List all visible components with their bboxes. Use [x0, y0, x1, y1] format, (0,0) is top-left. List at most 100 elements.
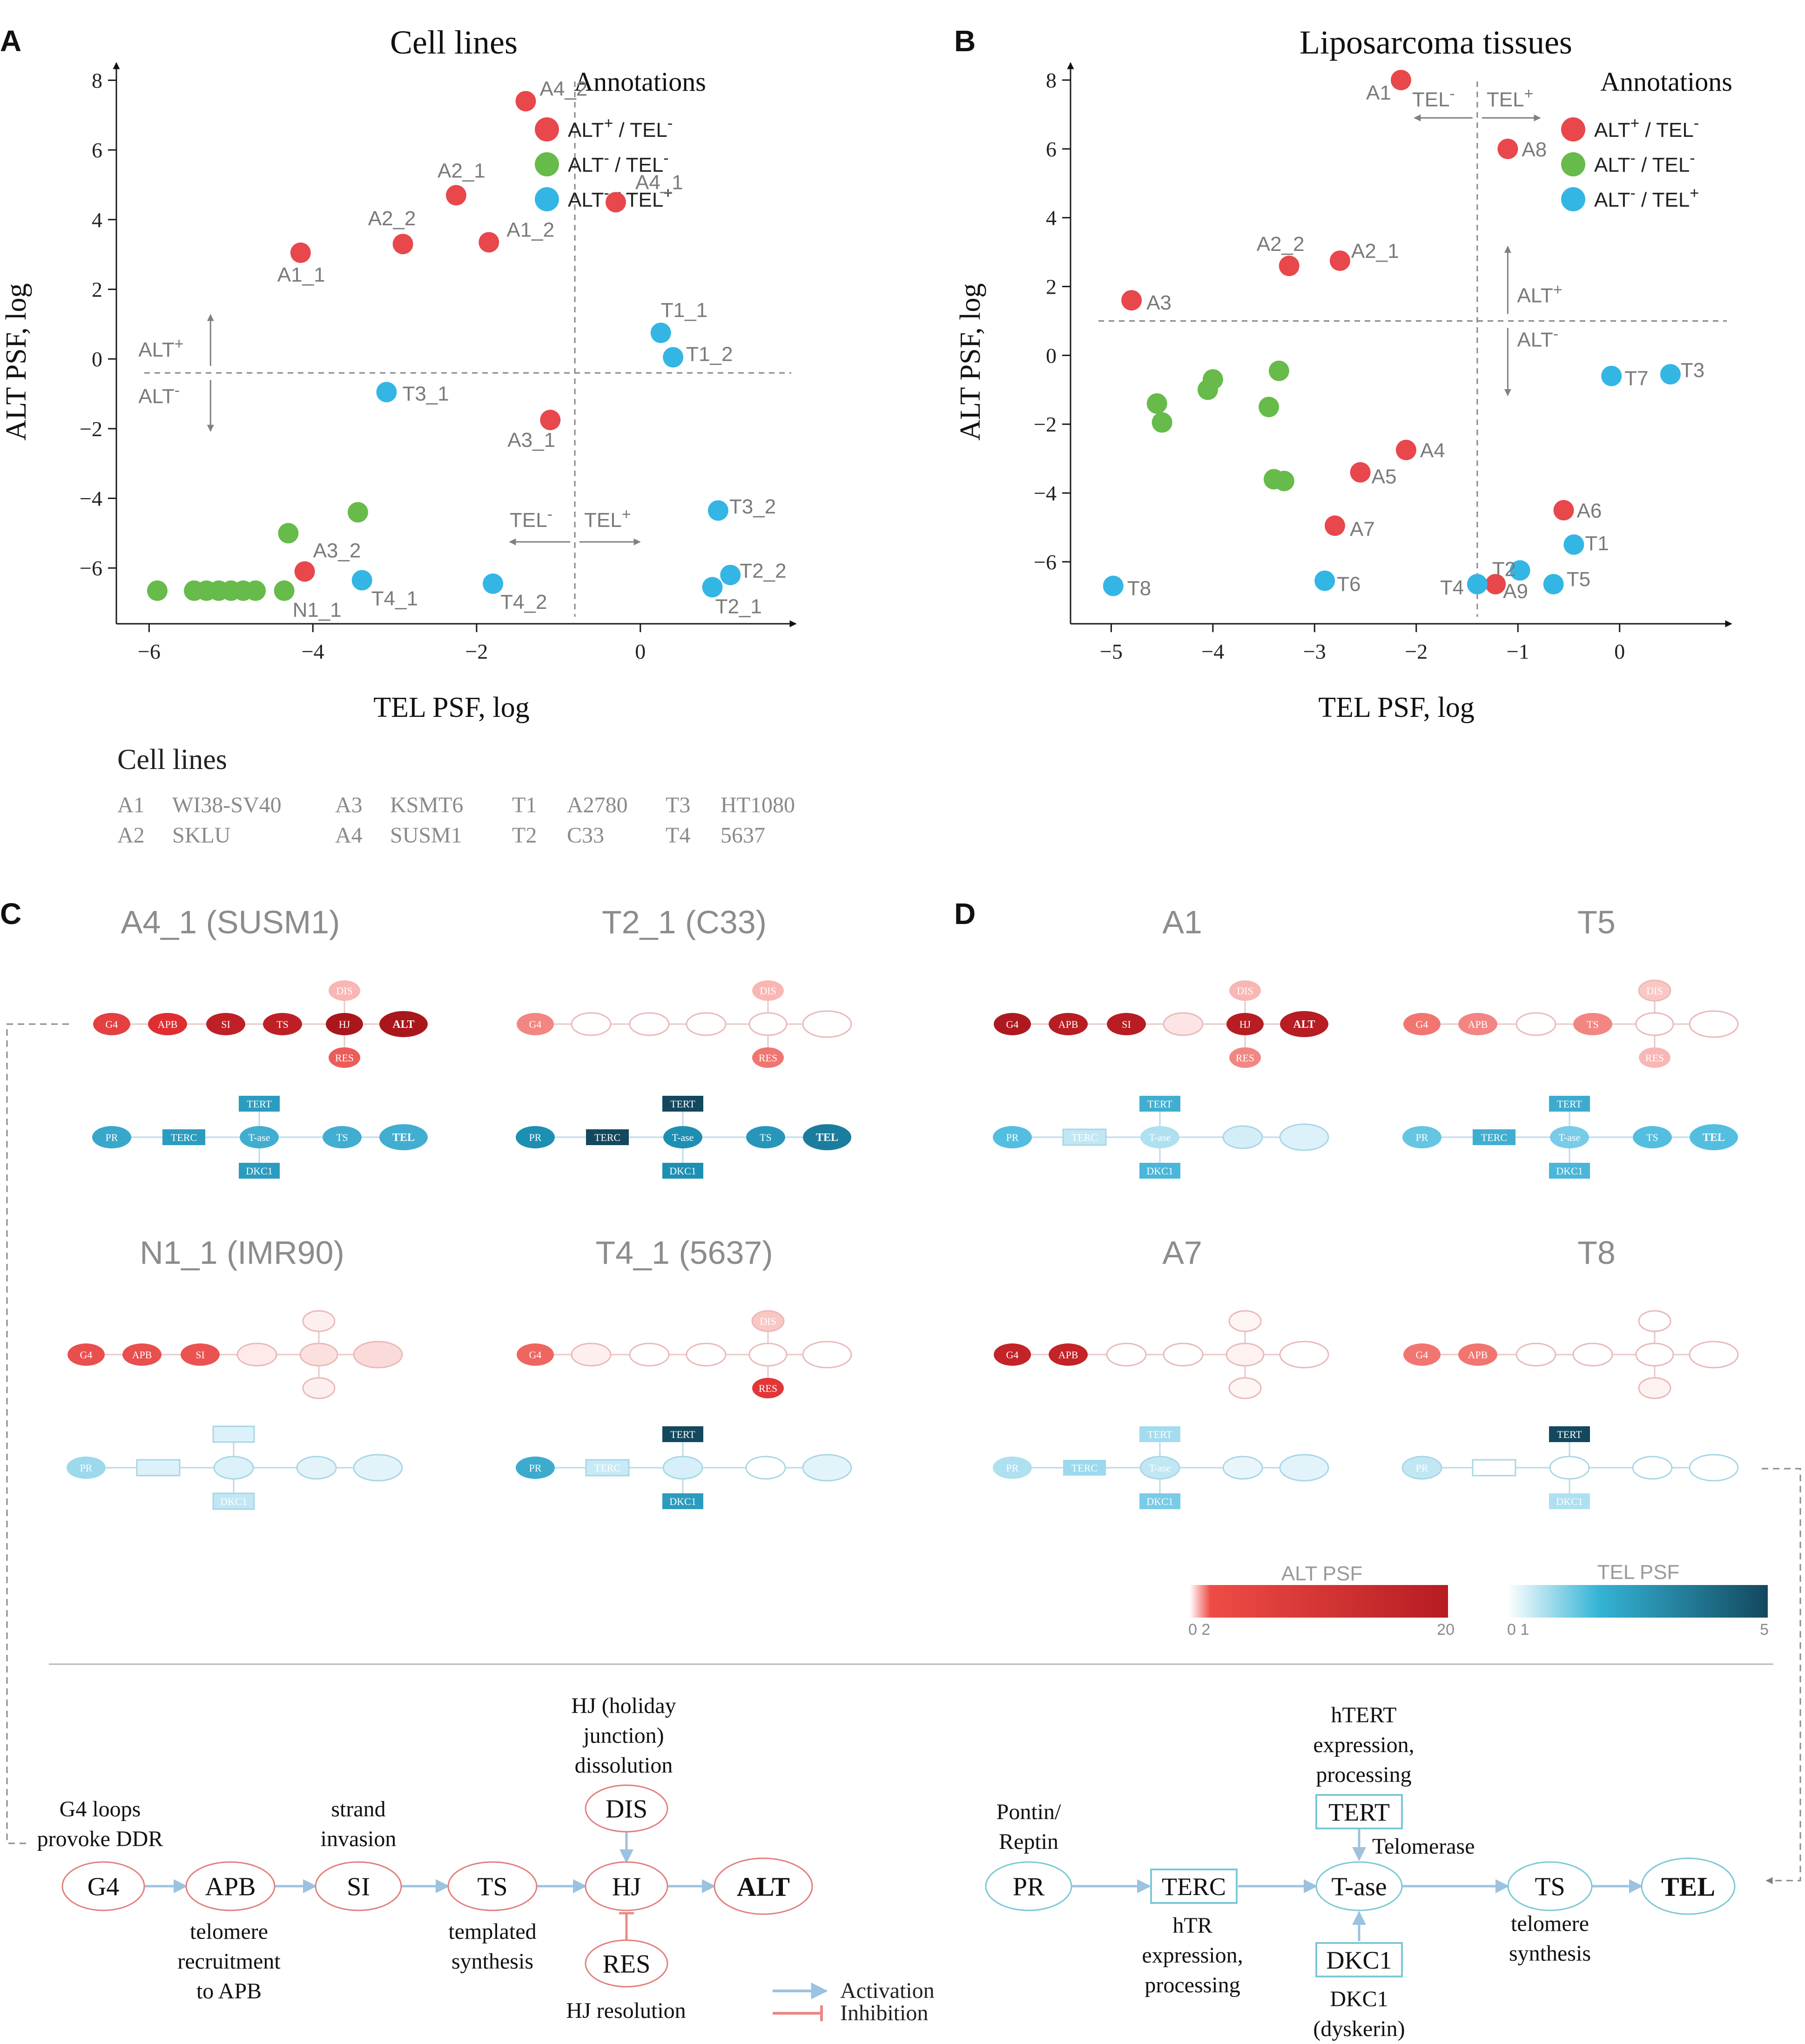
pathway-annotation: expression,	[1313, 1733, 1414, 1757]
mini-node-g4	[994, 1013, 1031, 1035]
mini-node-label: APB	[1058, 1349, 1078, 1361]
mini-node-res	[752, 1378, 784, 1398]
point-label: T3_1	[402, 382, 449, 405]
pathway-node-label: G4	[88, 1873, 119, 1902]
data-point	[515, 91, 536, 112]
mini-node-tel	[1279, 1454, 1329, 1482]
mini-node-si	[206, 1013, 245, 1035]
pathway-node	[1150, 1869, 1238, 1904]
mini-node-label: T-ase	[1149, 1132, 1171, 1143]
data-point	[147, 580, 168, 601]
point-label: T6	[1337, 573, 1360, 596]
mini-node-label: TEL	[816, 1132, 838, 1144]
data-point	[347, 502, 368, 523]
mini-node-dis	[329, 980, 360, 1001]
legend-entry: ALT- / TEL-	[1594, 149, 1695, 176]
mini-node-label: TS	[1587, 1019, 1599, 1030]
data-point	[1350, 462, 1371, 483]
point-label: T5	[1567, 568, 1590, 591]
point-label: A4	[1420, 439, 1445, 462]
cell-line-name: A2780	[567, 793, 628, 817]
mini-node-g4	[994, 1343, 1031, 1366]
mini-node-apb	[148, 1013, 187, 1035]
pathway-annotation: telomere	[190, 1919, 268, 1944]
pathway-annotation: expression,	[1142, 1943, 1243, 1968]
mini-node-label: RES	[335, 1052, 354, 1064]
point-label: T4_1	[371, 587, 418, 610]
mini-node-label: ALT	[1293, 1019, 1315, 1031]
pathway-annotation: HJ (holiday	[571, 1693, 676, 1718]
mini-node-label: DKC1	[220, 1496, 247, 1507]
mini-node-label: PR	[529, 1132, 542, 1143]
mini-node-dkc1	[662, 1493, 703, 1509]
liposarcoma-scatter: −5 −4 −3 −2 −1 0 8 6 4 2 0 −2 −4 −6 Liposarcoma tissue…	[955, 24, 1732, 723]
mini-node-apb	[122, 1343, 162, 1366]
pathway-annotation: dissolution	[575, 1753, 673, 1778]
pathway-node-label: T-ase	[1331, 1873, 1387, 1902]
mini-node-dis	[1638, 979, 1671, 1002]
pathway-node-label: SI	[347, 1873, 370, 1902]
mini-node-label: TERT	[1557, 1098, 1582, 1110]
pathway-node	[714, 1857, 813, 1915]
mini-node-label: TEL	[1703, 1132, 1725, 1144]
data-point	[392, 234, 413, 255]
mini-node-res	[752, 1047, 784, 1068]
pathway-node-label: APB	[205, 1873, 256, 1902]
mini-node-hj	[1226, 1342, 1265, 1367]
y-tick-label: 4	[1046, 206, 1057, 230]
mini-node-hj	[1226, 1013, 1264, 1035]
tel-minus-label: TEL-	[510, 506, 552, 532]
data-point	[606, 192, 626, 213]
mini-network-title: A1	[1162, 904, 1202, 940]
data-point	[478, 232, 499, 253]
pathway-annotation: processing	[1145, 1973, 1240, 1997]
mini-node-terc	[162, 1129, 205, 1145]
mini-node-label: T-ase	[1149, 1462, 1171, 1474]
pathway-node	[585, 1861, 668, 1911]
mini-node-ts	[1222, 1125, 1263, 1149]
mini-node-label: SI	[195, 1349, 205, 1361]
mini-node-ts	[745, 1456, 786, 1480]
mini-node-alt	[1279, 1341, 1329, 1369]
mini-network-title: T2_1 (C33)	[602, 904, 767, 940]
mini-node-apb	[571, 1342, 612, 1367]
tel-psf-colorbar-min: 0 1	[1507, 1621, 1529, 1639]
data-point	[1509, 560, 1530, 581]
edge-legend: Activation Inhibition	[773, 1978, 935, 2025]
point-label: A4_1	[635, 171, 683, 194]
point-label: A3	[1146, 291, 1172, 314]
y-tick-label: 0	[1046, 344, 1057, 367]
mini-node-label: TERT	[670, 1098, 695, 1110]
mini-node-hj	[299, 1342, 338, 1367]
pathway-node-label: PR	[1013, 1873, 1045, 1902]
mini-node-label: T-ase	[672, 1132, 694, 1143]
pathway-node	[315, 1861, 402, 1911]
data-point	[1268, 360, 1289, 381]
pathway-node-label: TS	[1535, 1873, 1565, 1902]
mini-network-title: T5	[1577, 904, 1616, 940]
pathway-annotation: templated	[448, 1919, 536, 1944]
mini-node-tert	[1549, 1096, 1590, 1112]
data-point	[1391, 69, 1411, 90]
mini-network-panel: A1 G4 APB SI HJ ALT DIS RES PR TERC T-ase TERT DKC1	[993, 904, 1329, 1179]
mini-node-ts	[686, 1342, 727, 1367]
tel-minus-label: TEL-	[1412, 85, 1455, 111]
mini-node-label: DKC1	[246, 1165, 272, 1177]
mini-node-terc	[585, 1459, 630, 1477]
mini-node-ts	[296, 1456, 337, 1480]
mini-node-label: TERT	[1147, 1098, 1172, 1110]
x-tick-label: −6	[138, 640, 161, 663]
pathway-annotation: recruitment	[177, 1949, 281, 1974]
cell-lines-table-title: Cell lines	[117, 744, 227, 776]
point-label: A2_2	[1257, 233, 1305, 256]
mini-node-terc	[136, 1459, 181, 1477]
tel-plus-label: TEL+	[584, 506, 631, 532]
mini-node-tert	[212, 1425, 255, 1443]
mini-node-label: G4	[1006, 1349, 1019, 1361]
data-point	[650, 323, 671, 344]
pathway-annotation: Pontin/	[997, 1800, 1061, 1824]
mini-node-label: T-ase	[249, 1132, 270, 1143]
mini-network-title: T4_1 (5637)	[595, 1234, 773, 1271]
point-label: A2_1	[438, 159, 485, 182]
mini-node-si	[629, 1342, 670, 1367]
